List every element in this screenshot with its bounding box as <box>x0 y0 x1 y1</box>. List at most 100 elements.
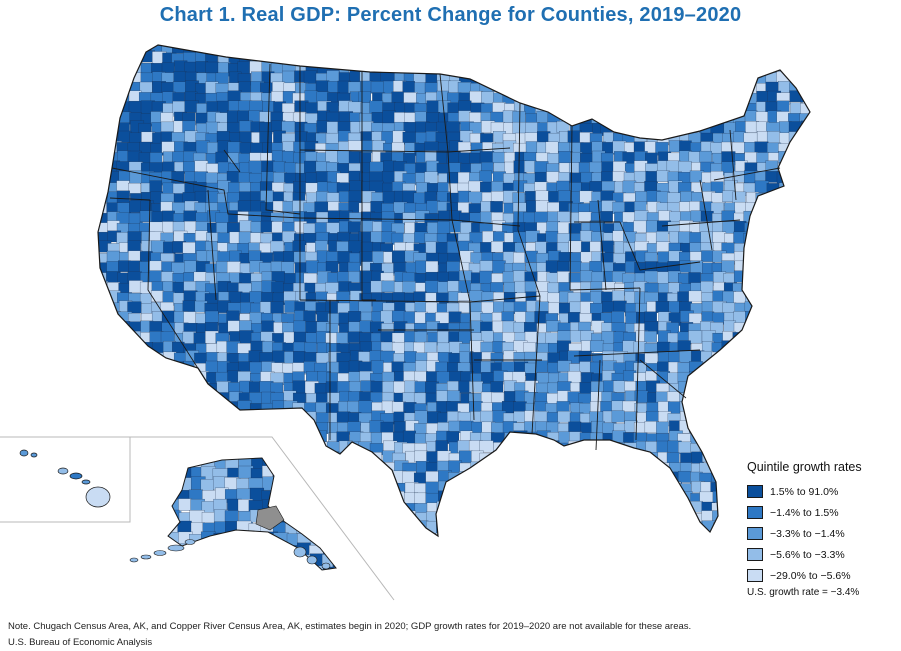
county-cell <box>370 381 385 393</box>
county-cell <box>602 442 617 456</box>
county-cell <box>712 411 727 425</box>
county-cell <box>152 361 166 375</box>
county-cell <box>404 531 419 536</box>
county-cell <box>611 512 626 525</box>
county-cell <box>757 332 771 345</box>
county-cell <box>303 411 317 425</box>
county-cell <box>316 450 331 463</box>
county-cell <box>602 511 617 524</box>
hawaii-island <box>30 452 38 458</box>
county-cell <box>732 421 747 435</box>
county-cell <box>327 532 342 536</box>
county-cell <box>108 472 122 486</box>
county-cell <box>633 121 647 134</box>
county-cell <box>789 432 803 445</box>
county-cell <box>293 501 307 514</box>
county-cell <box>591 501 605 515</box>
county-cell <box>469 522 483 534</box>
county-cell <box>303 45 317 55</box>
county-cell <box>161 491 176 504</box>
county-cell <box>176 477 192 492</box>
county-cell <box>117 392 132 406</box>
county-cell <box>504 432 518 446</box>
county-cell <box>689 101 703 115</box>
county-cell <box>173 421 188 434</box>
county-cell <box>479 440 494 453</box>
county-cell <box>336 460 350 473</box>
county-cell <box>558 491 573 503</box>
county-cell <box>392 502 406 515</box>
legend: Quintile growth rates 1.5% to 91.0% −1.4… <box>747 460 897 598</box>
county-cell <box>326 472 341 485</box>
county-cell <box>745 330 758 343</box>
county-cell <box>567 70 581 83</box>
county-cell <box>161 210 175 223</box>
county-cell <box>168 458 181 471</box>
county-cell <box>284 411 298 423</box>
county-cell <box>239 120 253 133</box>
county-cell <box>790 51 804 64</box>
county-cell <box>162 482 177 496</box>
county-cell <box>270 301 284 314</box>
county-cell <box>811 272 823 283</box>
county-cell <box>536 70 551 83</box>
county-cell <box>293 452 307 466</box>
county-cell <box>622 470 637 484</box>
county-cell <box>778 431 792 443</box>
county-cell <box>690 71 705 85</box>
county-cell <box>189 566 205 570</box>
county-cell <box>316 532 331 536</box>
county-cell <box>490 45 505 54</box>
county-cell <box>724 491 738 504</box>
county-cell <box>314 430 327 443</box>
county-cell <box>711 392 725 406</box>
county-cell <box>712 462 727 476</box>
county-cell <box>322 521 336 534</box>
county-cell <box>98 533 108 536</box>
county-cell <box>281 150 295 164</box>
county-cell <box>98 181 109 194</box>
county-cell <box>249 60 263 74</box>
county-cell <box>768 52 782 65</box>
county-cell <box>458 110 471 123</box>
county-cell <box>359 451 373 465</box>
county-cell <box>545 141 559 155</box>
county-cell <box>790 382 805 395</box>
county-cell <box>303 70 317 84</box>
county-cell <box>789 142 804 155</box>
county-cell <box>767 431 780 444</box>
county-cell <box>667 61 682 74</box>
county-cell <box>150 521 165 534</box>
county-cell <box>292 240 306 253</box>
county-cell <box>172 411 187 424</box>
county-cell <box>490 241 505 253</box>
county-cell <box>272 481 287 495</box>
county-cell <box>105 120 120 134</box>
county-cell <box>206 402 221 416</box>
county-cell <box>501 73 516 85</box>
county-cell <box>766 131 781 144</box>
county-cell <box>756 261 770 274</box>
county-cell <box>227 90 242 103</box>
county-cell <box>303 523 318 536</box>
county-cell <box>178 498 193 511</box>
county-cell <box>734 380 748 394</box>
county-cell <box>811 123 824 136</box>
county-cell <box>767 283 782 296</box>
county-cell <box>810 223 822 236</box>
county-cell <box>271 461 285 474</box>
county-cell <box>380 491 394 504</box>
state-boundary <box>147 199 209 385</box>
county-cell <box>326 500 340 514</box>
county-cell <box>613 482 627 495</box>
county-cell <box>667 91 682 103</box>
county-cell <box>382 381 395 393</box>
county-cell <box>733 51 748 65</box>
county-cell <box>139 530 153 536</box>
county-cell <box>149 391 164 404</box>
county-cell <box>534 80 548 94</box>
county-cell <box>567 391 581 405</box>
county-cell <box>359 462 373 475</box>
county-cell <box>600 211 613 223</box>
county-cell <box>106 351 120 364</box>
